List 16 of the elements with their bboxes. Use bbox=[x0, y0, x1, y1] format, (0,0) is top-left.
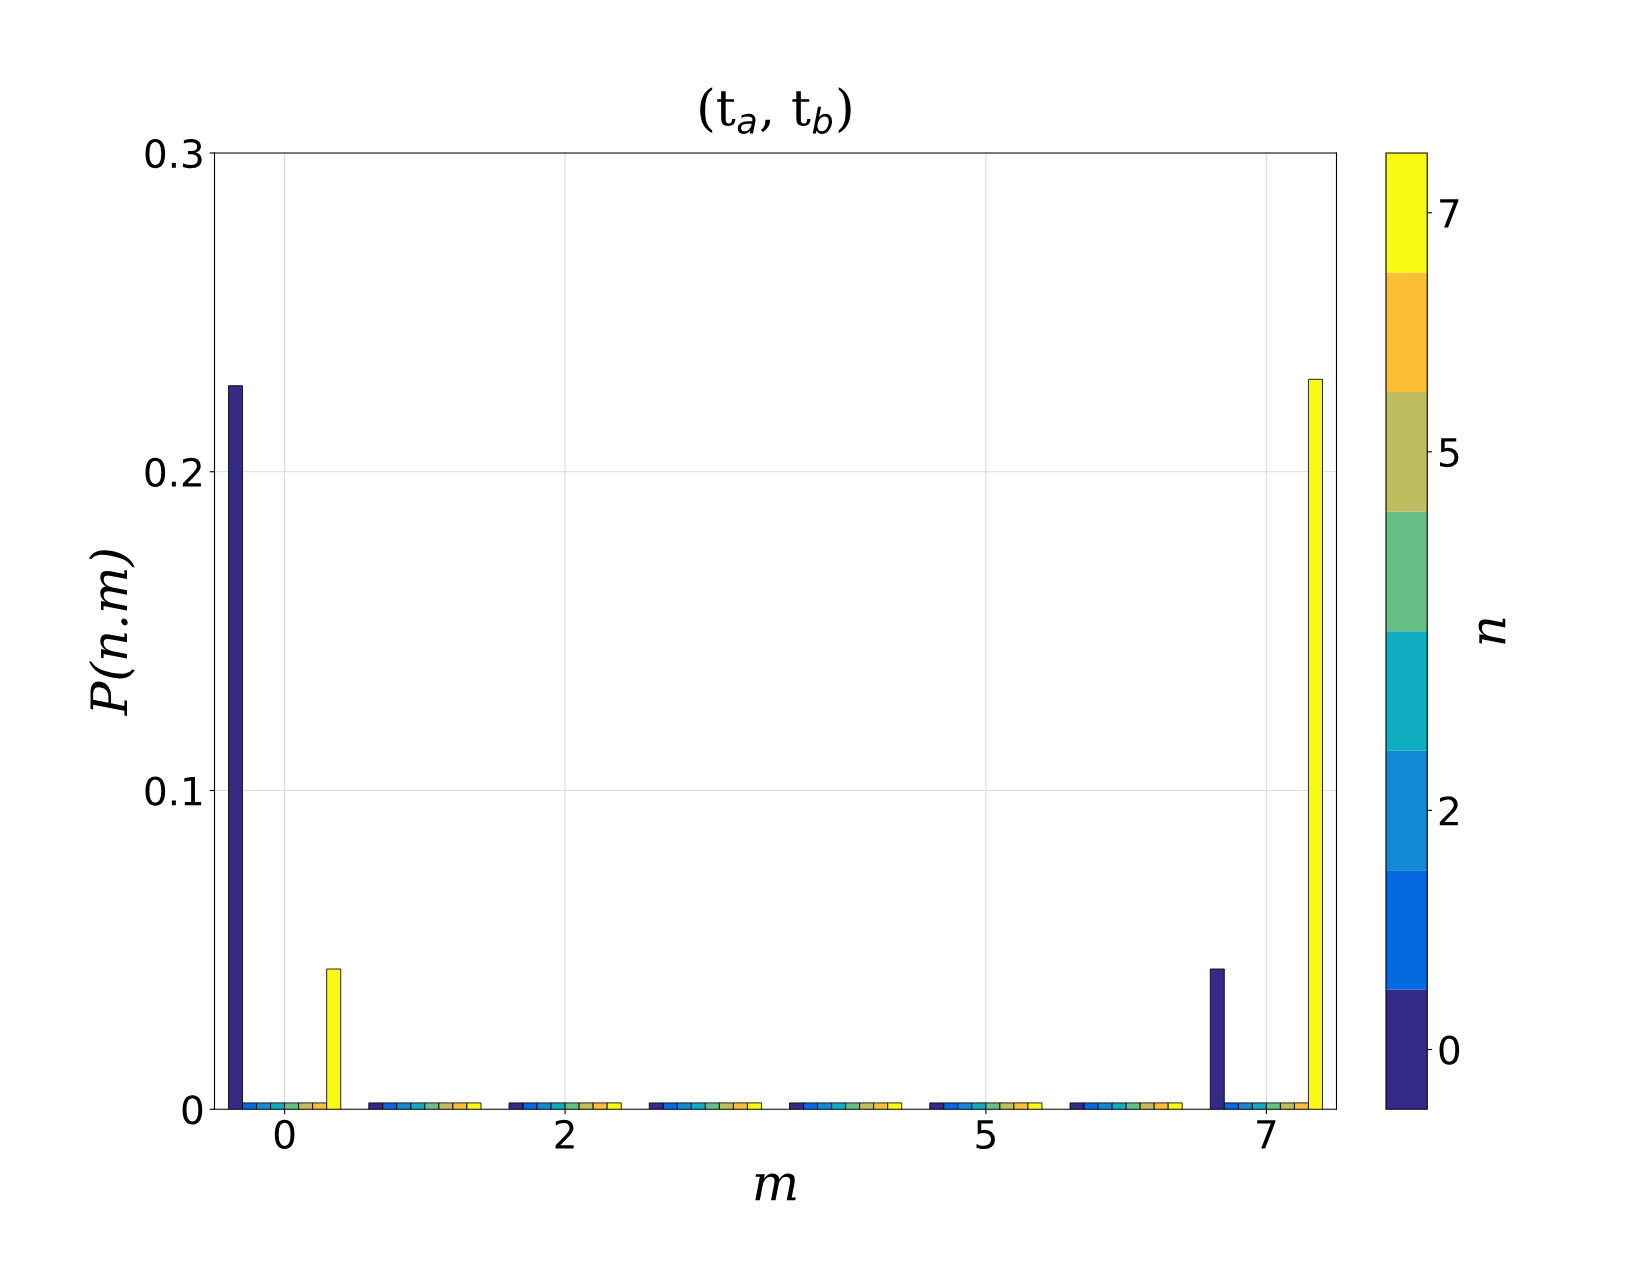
x-axis-title: m bbox=[755, 1173, 796, 1201]
chart-title: (t$_{a}$, t$_{b}$) bbox=[700, 87, 851, 134]
color-bar-title: n bbox=[1478, 618, 1506, 644]
y-tick-label: 0.1 bbox=[145, 776, 202, 806]
x-tick-label: 0 bbox=[274, 1119, 295, 1150]
y-tick-label: 0.3 bbox=[145, 138, 202, 169]
x-tick-label: 2 bbox=[555, 1119, 574, 1149]
y-axis-title: P(n.m) bbox=[88, 550, 135, 716]
y-tick-label: 0 bbox=[182, 1095, 203, 1125]
color-bar-label: 0 bbox=[1439, 1035, 1460, 1065]
x-tick-label: 5 bbox=[976, 1120, 995, 1150]
color-bar-label: 2 bbox=[1439, 796, 1458, 826]
x-tick-label: 7 bbox=[1257, 1120, 1276, 1149]
color-bar-label: 7 bbox=[1440, 199, 1459, 228]
color-bar-label: 5 bbox=[1439, 438, 1459, 468]
y-tick-label: 0.2 bbox=[145, 457, 201, 488]
